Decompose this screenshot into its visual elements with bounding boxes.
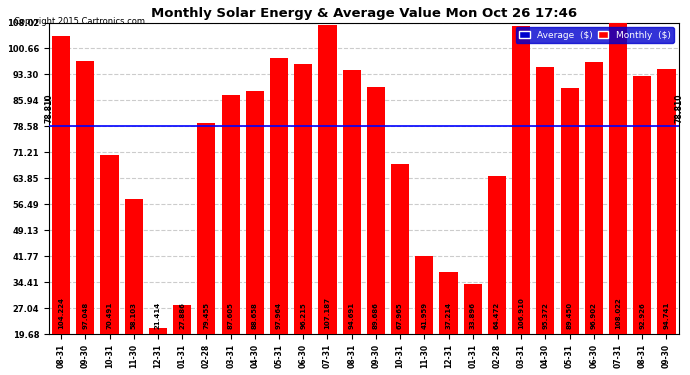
Bar: [512, 26, 530, 334]
Bar: [560, 88, 579, 334]
Text: 58.103: 58.103: [131, 302, 137, 329]
Text: 64.472: 64.472: [494, 302, 500, 329]
Text: 108.022: 108.022: [615, 297, 621, 329]
Title: Monthly Solar Energy & Average Value Mon Oct 26 17:46: Monthly Solar Energy & Average Value Mon…: [150, 7, 577, 20]
Text: 96.902: 96.902: [591, 302, 597, 329]
Bar: [173, 305, 191, 334]
Bar: [391, 164, 409, 334]
Bar: [658, 69, 676, 334]
Bar: [633, 76, 651, 334]
Text: 89.450: 89.450: [566, 302, 573, 329]
Text: 106.910: 106.910: [518, 297, 524, 329]
Bar: [415, 255, 433, 334]
Bar: [536, 67, 555, 334]
Text: 104.224: 104.224: [58, 297, 64, 329]
Text: 79.455: 79.455: [204, 302, 210, 329]
Text: 78.810: 78.810: [45, 93, 54, 123]
Bar: [464, 284, 482, 334]
Text: 96.215: 96.215: [300, 302, 306, 329]
Text: 88.658: 88.658: [252, 302, 258, 329]
Text: 67.965: 67.965: [397, 302, 403, 329]
Bar: [149, 328, 167, 334]
Text: 94.691: 94.691: [348, 302, 355, 329]
Legend: Average  ($), Monthly  ($): Average ($), Monthly ($): [515, 27, 674, 43]
Bar: [77, 61, 95, 334]
Text: 37.214: 37.214: [446, 302, 451, 329]
Text: 70.491: 70.491: [106, 302, 112, 329]
Bar: [294, 64, 313, 334]
Bar: [343, 69, 361, 334]
Bar: [488, 176, 506, 334]
Bar: [246, 91, 264, 334]
Text: 78.810: 78.810: [674, 93, 683, 123]
Text: 41.959: 41.959: [422, 302, 427, 329]
Text: 97.048: 97.048: [82, 302, 88, 329]
Bar: [52, 36, 70, 334]
Text: 27.886: 27.886: [179, 302, 185, 329]
Text: 107.187: 107.187: [324, 297, 331, 329]
Text: 89.686: 89.686: [373, 302, 379, 329]
Bar: [221, 94, 239, 334]
Bar: [125, 198, 143, 334]
Text: 21.414: 21.414: [155, 302, 161, 329]
Bar: [367, 87, 385, 334]
Bar: [270, 58, 288, 334]
Text: 87.605: 87.605: [228, 302, 234, 329]
Bar: [609, 22, 627, 334]
Text: Copyright 2015 Cartronics.com: Copyright 2015 Cartronics.com: [14, 17, 145, 26]
Bar: [197, 123, 215, 334]
Text: 92.926: 92.926: [639, 302, 645, 329]
Text: 97.964: 97.964: [276, 302, 282, 329]
Bar: [318, 26, 337, 334]
Bar: [440, 272, 457, 334]
Text: 94.741: 94.741: [664, 302, 669, 329]
Bar: [584, 62, 603, 334]
Bar: [101, 155, 119, 334]
Text: 33.896: 33.896: [470, 302, 475, 329]
Text: 95.372: 95.372: [542, 302, 549, 329]
